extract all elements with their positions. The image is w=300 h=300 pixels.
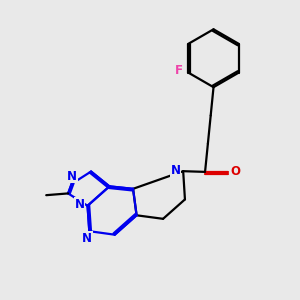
Text: N: N xyxy=(68,169,77,183)
Text: O: O xyxy=(231,165,241,178)
Text: F: F xyxy=(175,64,183,77)
Text: N: N xyxy=(82,232,92,245)
Text: N: N xyxy=(75,198,85,211)
Text: N: N xyxy=(171,164,181,177)
